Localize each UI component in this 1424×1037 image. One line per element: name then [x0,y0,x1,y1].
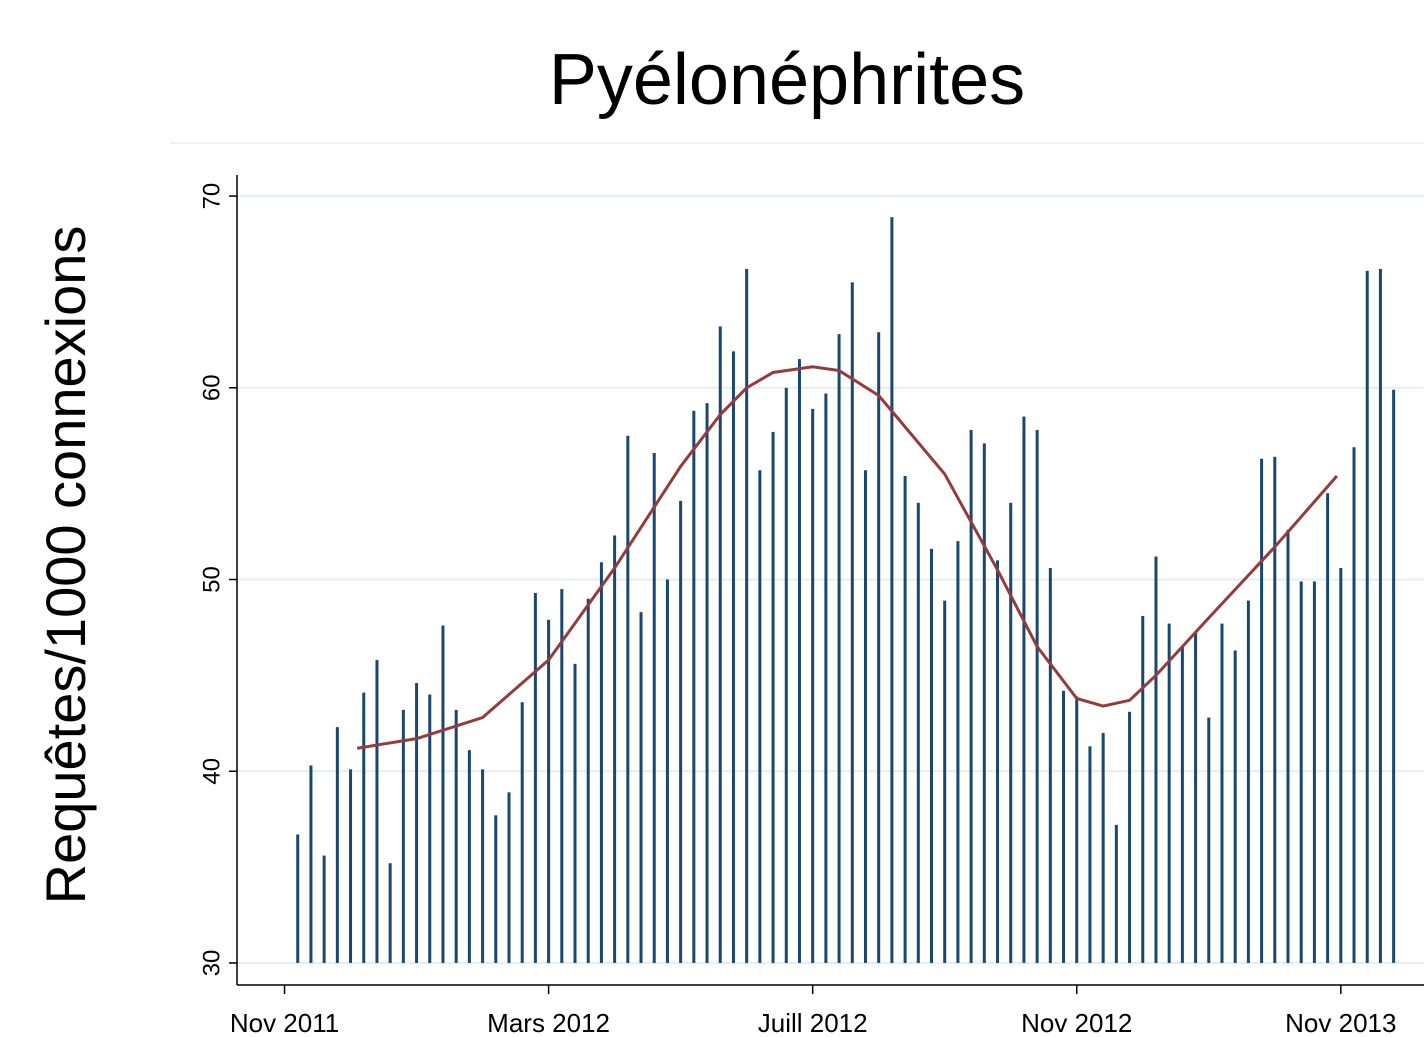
y-tick-label: 30 [198,950,225,977]
bar [481,769,485,963]
bar [1062,690,1066,963]
bar [1246,600,1250,963]
bar [639,612,643,963]
bar [322,855,326,963]
chart-title: Pyélonéphrites [549,40,1025,120]
bar [428,694,432,963]
bar [296,834,300,963]
bar [1141,615,1145,963]
bar [1339,568,1343,963]
bar [388,863,392,963]
bar [375,660,379,963]
bar [1009,502,1013,963]
bar [1220,623,1224,963]
bar [467,750,471,963]
bar [613,535,617,963]
bar [349,769,353,963]
bar [903,475,907,963]
x-tick-label: Nov 2013 [1285,1008,1396,1037]
bar [1299,581,1303,963]
bar [309,765,313,963]
bar [996,560,1000,963]
bar [507,792,511,963]
bar [1326,493,1330,963]
bar [969,429,973,963]
bar [824,393,828,963]
bar [850,282,854,963]
bar [335,727,339,963]
bar [718,326,722,963]
bar [665,579,669,963]
bar [1233,650,1237,963]
bar [441,625,445,963]
bar [956,541,960,963]
bar [797,359,801,963]
bar [811,408,815,963]
bar [494,815,498,963]
bar [1392,389,1396,963]
bar [784,387,788,963]
bar [1352,447,1356,963]
bar [1167,623,1171,963]
bar [1101,732,1105,963]
bar [1088,746,1092,963]
bar [560,589,564,963]
bar [1312,581,1316,963]
bar [837,334,841,963]
bar [692,410,696,963]
bar [1286,529,1290,963]
bar [1273,456,1277,963]
x-tick-label: Mars 2012 [487,1008,610,1037]
bar [890,217,894,963]
bar [652,452,656,963]
bar [547,619,551,963]
bar [731,351,735,963]
bar [679,500,683,963]
bar [1207,717,1211,963]
bar [626,435,630,963]
bar [1048,568,1052,963]
smooth-line [356,365,1338,750]
bar [930,548,934,963]
bar [771,431,775,963]
bar [415,683,419,963]
bar [599,562,603,963]
bar [758,470,762,963]
bar [533,592,537,963]
bar [454,709,458,963]
bar [705,403,709,963]
bar [916,502,920,963]
y-tick-label: 50 [198,566,225,593]
bar [1035,429,1039,963]
bar [1128,711,1132,963]
bar [1378,268,1382,963]
bar [863,470,867,963]
bar [1365,270,1369,963]
y-tick-label: 60 [198,374,225,401]
x-tick-label: Nov 2012 [1021,1008,1132,1037]
y-tick-label: 40 [198,758,225,785]
bar [1180,646,1184,963]
bar [982,443,986,963]
y-tick-label: 70 [198,183,225,210]
x-tick-label: Juill 2012 [758,1008,868,1037]
bar [943,600,947,963]
bar [1075,696,1079,963]
bar [877,332,881,963]
bar [1114,824,1118,963]
bar [745,268,749,963]
bar [1022,416,1026,963]
bar [1154,556,1158,963]
bar [401,709,405,963]
bar [573,663,577,963]
bar [1260,458,1264,963]
y-axis-label: Requêtes/1000 connexions [34,226,97,905]
bar [520,702,524,963]
bar [1194,631,1198,963]
x-tick-label: Nov 2011 [230,1008,339,1037]
bar [362,692,366,963]
bar [586,598,590,963]
